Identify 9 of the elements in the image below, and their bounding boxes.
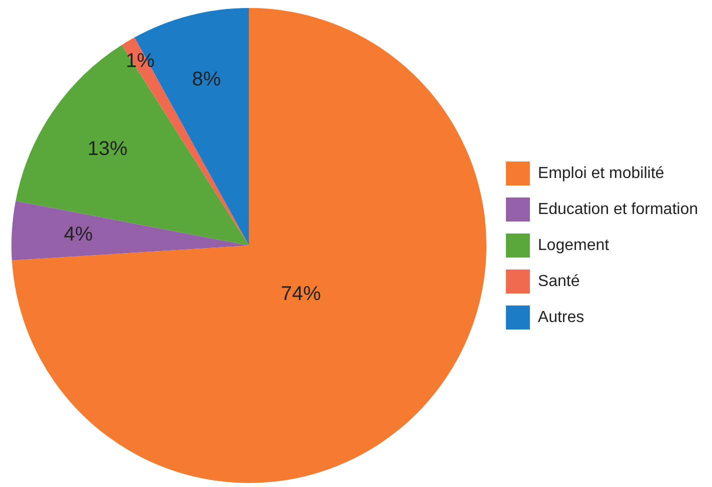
legend-label: Emploi et mobilité — [538, 164, 664, 182]
data-label: 74% — [280, 282, 322, 305]
legend-label: Education et formation — [538, 200, 698, 218]
legend-label: Santé — [538, 272, 580, 290]
data-label: 8% — [192, 68, 222, 90]
data-label: 4% — [64, 223, 93, 246]
legend-label: Autres — [538, 308, 584, 326]
legend-label: Logement — [538, 236, 610, 254]
data-label: 13% — [88, 138, 128, 160]
